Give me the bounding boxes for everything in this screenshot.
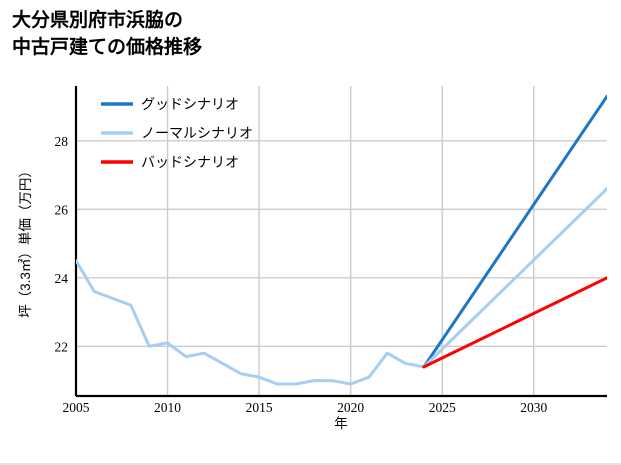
- x-tick-label: 2005: [63, 400, 90, 415]
- y-tick-label: 28: [55, 134, 69, 149]
- series-line: [422, 187, 607, 369]
- x-tick-label: 2010: [154, 400, 181, 415]
- series-line: [422, 276, 607, 369]
- legend-label: ノーマルシナリオ: [141, 127, 253, 142]
- x-tick-label: 2015: [246, 400, 273, 415]
- y-tick-label: 24: [55, 271, 69, 286]
- legend-label: グッドシナリオ: [141, 97, 239, 113]
- y-tick-label: 26: [55, 202, 69, 217]
- y-tick-label: 22: [55, 339, 69, 354]
- data-series-group: [76, 94, 607, 386]
- x-axis-title: 年: [334, 416, 348, 431]
- chart-title: 大分県別府市浜脇の 中古戸建ての価格推移: [12, 10, 203, 58]
- y-axis-title: 坪（3.3㎡）単価（万円）: [18, 164, 33, 318]
- series-line: [76, 259, 426, 386]
- grid-horizontal: [76, 140, 607, 348]
- legend-label: バッドシナリオ: [141, 156, 239, 171]
- y-tick-labels: 22 24 26 28: [55, 134, 69, 355]
- x-tick-label: 2025: [429, 400, 456, 415]
- series-line: [422, 94, 607, 369]
- bottom-divider: [0, 463, 621, 465]
- x-tick-label: 2030: [520, 400, 547, 415]
- x-tick-labels: 2005 2010 2015 2020 2025 2030: [63, 400, 548, 415]
- x-tick-label: 2020: [337, 400, 364, 415]
